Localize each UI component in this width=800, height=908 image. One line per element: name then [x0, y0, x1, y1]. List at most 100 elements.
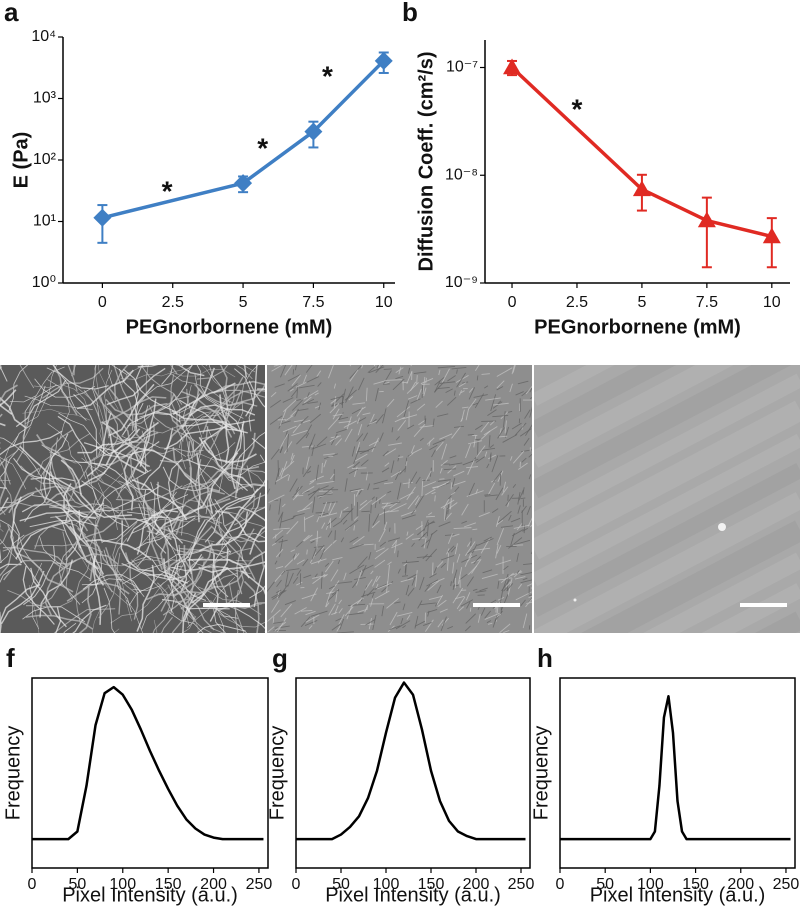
texture: [356, 433, 364, 442]
texture: [171, 607, 185, 633]
texture: [198, 561, 265, 573]
x-tick-label: 0: [556, 876, 565, 893]
texture: [296, 581, 303, 586]
texture: [516, 522, 523, 531]
texture: [426, 437, 435, 445]
texture: [287, 383, 298, 392]
texture: [280, 365, 287, 378]
texture: [391, 540, 397, 547]
texture: [368, 617, 372, 630]
texture: [408, 478, 410, 489]
texture: [386, 581, 389, 593]
x-tick-label: 150: [682, 876, 709, 893]
texture: [36, 434, 79, 489]
texture: [111, 365, 128, 376]
texture: [464, 552, 472, 568]
texture: [164, 540, 231, 555]
texture: [171, 565, 238, 578]
texture: [121, 411, 181, 436]
texture: [207, 390, 242, 454]
texture: [456, 372, 466, 388]
texture: [165, 549, 232, 563]
texture: [224, 494, 265, 527]
texture: [0, 448, 20, 479]
texture: [338, 412, 344, 420]
texture: [581, 520, 800, 633]
texture: [344, 606, 354, 617]
texture: [248, 380, 265, 408]
texture: [525, 598, 532, 608]
texture: [508, 537, 523, 549]
texture: [427, 580, 440, 591]
texture: [417, 528, 425, 536]
texture: [235, 551, 265, 562]
texture: [315, 464, 319, 481]
texture: [396, 406, 411, 418]
texture: [89, 462, 152, 491]
texture: [416, 403, 426, 411]
texture: [409, 448, 423, 456]
texture: [429, 595, 443, 600]
texture: [284, 559, 294, 568]
texture: [287, 373, 302, 382]
texture: [480, 421, 490, 433]
texture: [290, 389, 298, 398]
texture: [484, 612, 500, 620]
texture: [85, 538, 152, 561]
texture: [311, 444, 315, 457]
texture: [381, 467, 390, 473]
texture: [424, 584, 431, 592]
texture: [337, 559, 341, 565]
texture: [361, 365, 364, 369]
texture: [251, 437, 265, 450]
texture: [356, 597, 364, 605]
texture: [290, 410, 297, 417]
texture: [472, 588, 478, 591]
x-tick-label: 50: [68, 876, 86, 893]
texture: [274, 560, 278, 565]
texture: [352, 402, 365, 405]
texture: [453, 390, 456, 396]
texture: [325, 591, 332, 608]
texture: [0, 389, 17, 407]
texture: [497, 427, 505, 439]
texture: [513, 524, 530, 529]
texture: [282, 425, 297, 433]
x-tick-label: 0: [98, 294, 107, 311]
texture: [103, 587, 116, 633]
texture: [452, 584, 455, 590]
texture: [227, 461, 265, 478]
texture: [63, 453, 104, 510]
texture: [330, 395, 344, 401]
texture: [47, 423, 87, 480]
texture: [329, 473, 335, 480]
texture: [351, 446, 356, 457]
texture: [411, 542, 415, 547]
texture: [403, 400, 410, 418]
texture: [491, 455, 499, 473]
texture: [390, 503, 407, 512]
texture: [167, 527, 188, 593]
texture: [439, 381, 456, 384]
texture: [496, 367, 513, 377]
texture: [412, 537, 426, 540]
texture: [409, 471, 418, 484]
texture: [474, 393, 485, 409]
texture: [275, 548, 284, 558]
texture: [423, 387, 427, 397]
texture: [425, 548, 438, 562]
texture: [30, 567, 67, 628]
texture: [423, 538, 427, 549]
texture: [419, 576, 425, 590]
texture: [351, 488, 364, 492]
texture: [503, 573, 509, 589]
texture: [136, 509, 179, 555]
texture: [403, 562, 408, 567]
texture: [420, 377, 434, 385]
texture: [449, 498, 452, 510]
texture: [208, 452, 239, 514]
texture: [323, 459, 327, 468]
texture: [510, 456, 513, 461]
texture: [390, 470, 402, 478]
